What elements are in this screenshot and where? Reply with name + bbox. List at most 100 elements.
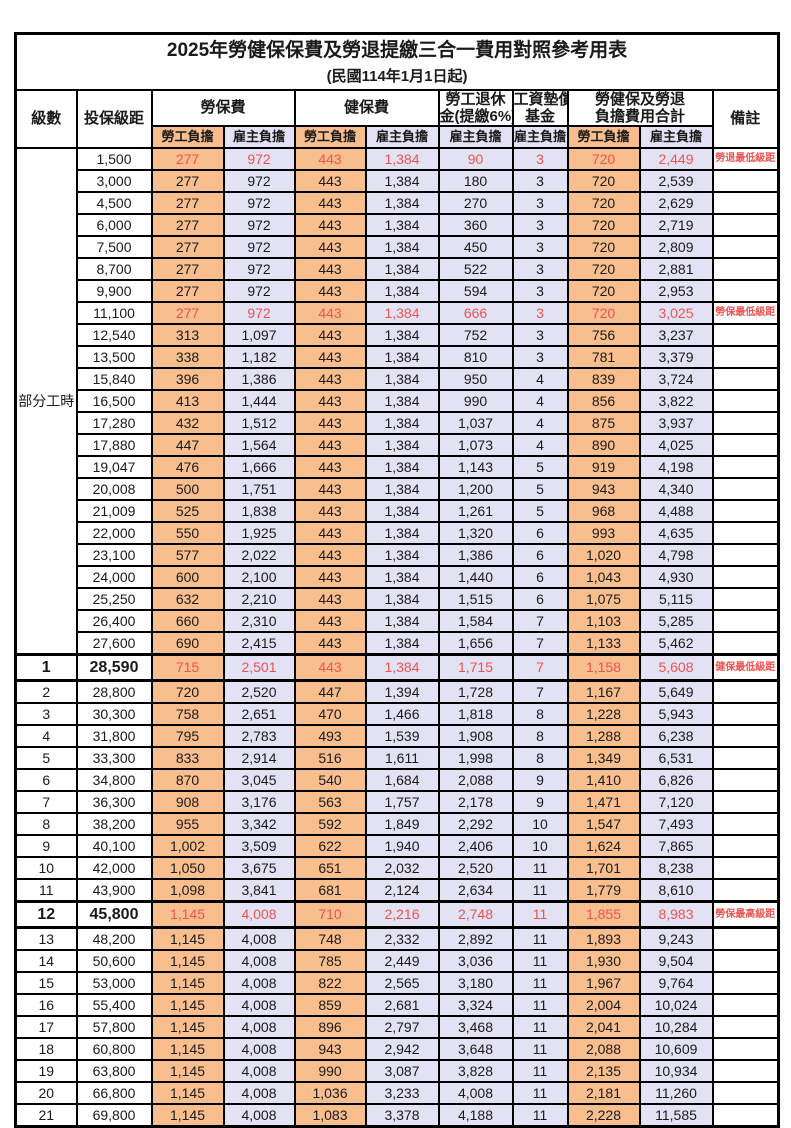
pension-employer-cell: 1,656 (437, 630, 514, 655)
total-employee-cell: 781 (566, 344, 641, 369)
total-employee-cell: 720 (566, 256, 641, 281)
remark-cell: 勞退最低級距 (711, 146, 780, 171)
labor-ins-employee-cell: 476 (150, 454, 225, 479)
health-ins-employee-cell: 443 (293, 520, 367, 545)
remark-cell (711, 1102, 780, 1127)
health-ins-employer-cell: 1,611 (364, 745, 440, 770)
total-employer-cell: 9,764 (638, 970, 714, 995)
bracket-cell: 13,500 (75, 344, 153, 369)
total-employer-cell: 10,609 (638, 1036, 714, 1061)
health-ins-employer-cell: 2,797 (364, 1014, 440, 1039)
wage-fund-employer-cell: 4 (511, 366, 569, 391)
bracket-cell: 50,600 (75, 948, 153, 973)
health-ins-employer-cell: 1,384 (364, 322, 440, 347)
total-employee-cell: 2,181 (566, 1080, 641, 1105)
total-employee-cell: 1,893 (566, 926, 641, 951)
labor-ins-employer-cell: 2,520 (222, 679, 296, 704)
remark-cell (711, 767, 780, 792)
health-ins-employer-cell: 1,849 (364, 811, 440, 836)
wage-fund-employer-cell: 3 (511, 300, 569, 325)
total-employer-cell: 2,881 (638, 256, 714, 281)
col-header-level: 級數 (14, 88, 78, 149)
col-header-total: 勞健保及勞退 負擔費用合計 (566, 88, 714, 127)
wage-fund-employer-cell: 3 (511, 278, 569, 303)
wage-fund-employer-cell: 6 (511, 520, 569, 545)
health-ins-employee-cell: 443 (293, 608, 367, 633)
health-ins-employer-cell: 1,384 (364, 498, 440, 523)
wage-fund-employer-cell: 3 (511, 322, 569, 347)
bracket-cell: 66,800 (75, 1080, 153, 1105)
pension-employer-cell: 3,036 (437, 948, 514, 973)
remark-cell (711, 970, 780, 995)
total-employee-cell: 1,103 (566, 608, 641, 633)
total-employer-cell: 2,629 (638, 190, 714, 215)
bracket-cell: 60,800 (75, 1036, 153, 1061)
table-row: 27,600 690 2,415 443 1,384 1,656 7 1,133 5,462 (16, 630, 780, 655)
labor-ins-employer-cell: 4,008 (222, 1080, 296, 1105)
level-cell: 9 (14, 833, 78, 858)
pension-employer-cell: 1,998 (437, 745, 514, 770)
total-employee-cell: 1,228 (566, 701, 641, 726)
remark-cell (711, 630, 780, 655)
level-cell: 17 (14, 1014, 78, 1039)
pension-employer-cell: 3,828 (437, 1058, 514, 1083)
pension-employer-cell: 1,037 (437, 410, 514, 435)
bracket-cell: 17,280 (75, 410, 153, 435)
remark-cell (711, 454, 780, 479)
pension-employer-cell: 4,188 (437, 1102, 514, 1127)
total-employee-cell: 856 (566, 388, 641, 413)
col-header-health-employer: 雇主負擔 (364, 124, 440, 149)
total-employee-cell: 2,135 (566, 1058, 641, 1083)
health-ins-employee-cell: 1,083 (293, 1102, 367, 1127)
wage-fund-employer-cell: 5 (511, 498, 569, 523)
labor-ins-employee-cell: 277 (150, 168, 225, 193)
table-row: 16,500 413 1,444 443 1,384 990 4 856 3,822 (16, 388, 780, 413)
page-title: 2025年勞健保保費及勞退提繳三合一費用對照參考用表 (166, 39, 628, 61)
health-ins-employer-cell: 1,384 (364, 652, 440, 682)
labor-ins-employee-cell: 795 (150, 723, 225, 748)
remark-cell (711, 1014, 780, 1039)
health-ins-employee-cell: 443 (293, 190, 367, 215)
col-header-total-line1: 勞健保及勞退 (594, 90, 685, 108)
pension-employer-cell: 1,073 (437, 432, 514, 457)
level-cell: 12 (14, 899, 78, 929)
total-employee-cell: 839 (566, 366, 641, 391)
labor-ins-employee-cell: 277 (150, 190, 225, 215)
table-row: 6 34,800 870 3,045 540 1,684 2,088 9 1,410 6,826 (14, 767, 780, 792)
labor-ins-employee-cell: 1,145 (150, 1014, 225, 1039)
health-ins-employee-cell: 443 (293, 586, 367, 611)
remark-cell: 健保最低級距 (711, 652, 780, 682)
health-ins-employer-cell: 1,384 (364, 608, 440, 633)
labor-ins-employee-cell: 277 (150, 256, 225, 281)
total-employee-cell: 720 (566, 278, 641, 303)
table-row: 17,880 447 1,564 443 1,384 1,073 4 890 4,025 (16, 432, 780, 457)
total-employer-cell: 6,531 (638, 745, 714, 770)
remark-cell: 勞保最低級距 (711, 300, 780, 325)
remark-cell (711, 811, 780, 836)
total-employee-cell: 2,088 (566, 1036, 641, 1061)
total-employer-cell: 9,504 (638, 948, 714, 973)
health-ins-employee-cell: 447 (293, 679, 367, 704)
bracket-cell: 3,000 (75, 168, 153, 193)
table-row: 19 63,800 1,145 4,008 990 3,087 3,828 11 2,135 10… (14, 1058, 780, 1083)
table-row: 16 55,400 1,145 4,008 859 2,681 3,324 11 2,004 10… (14, 992, 780, 1017)
wage-fund-employer-cell: 11 (511, 992, 569, 1017)
total-employer-cell: 5,608 (638, 652, 714, 682)
header-group-row: 級數 投保級距 勞保費 健保費 勞工退休 金(提繳6%) 工資墊償 基金 勞健保… (14, 88, 780, 149)
table-row: 9 40,100 1,002 3,509 622 1,940 2,406 10 1,624 7,8… (14, 833, 780, 858)
table-row: 12,540 313 1,097 443 1,384 752 3 756 3,237 (16, 322, 780, 347)
wage-fund-employer-cell: 3 (511, 344, 569, 369)
health-ins-employer-cell: 1,384 (364, 146, 440, 171)
health-ins-employer-cell: 1,384 (364, 388, 440, 413)
labor-ins-employer-cell: 3,176 (222, 789, 296, 814)
total-employee-cell: 943 (566, 476, 641, 501)
total-employee-cell: 890 (566, 432, 641, 457)
premium-table: 2025年勞健保保費及勞退提繳三合一費用對照參考用表 (民國114年1月1日起)… (14, 32, 781, 1128)
table-row: 15 53,000 1,145 4,008 822 2,565 3,180 11 1,967 9,… (14, 970, 780, 995)
health-ins-employee-cell: 563 (293, 789, 367, 814)
bracket-cell: 57,800 (75, 1014, 153, 1039)
bracket-cell: 38,200 (75, 811, 153, 836)
total-employer-cell: 4,025 (638, 432, 714, 457)
labor-ins-employer-cell: 2,310 (222, 608, 296, 633)
health-ins-employee-cell: 443 (293, 432, 367, 457)
